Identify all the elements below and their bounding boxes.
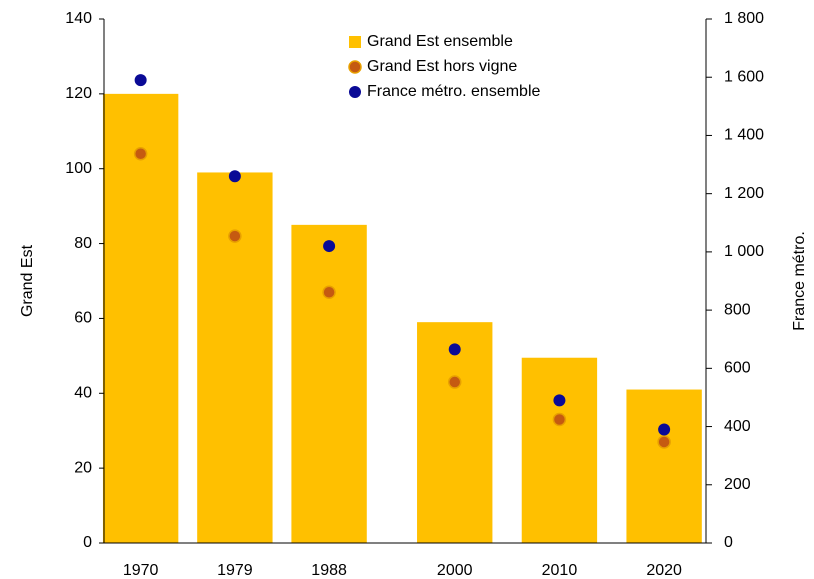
bar — [417, 322, 493, 543]
x-tick-label: 1979 — [217, 562, 253, 579]
dot — [447, 375, 462, 389]
y2-tick-label: 1 400 — [724, 127, 764, 144]
x-tick-label: 1988 — [311, 562, 347, 579]
legend-swatch — [349, 36, 361, 48]
y-tick-label: 120 — [65, 85, 92, 102]
legend-label: Grand Est hors vigne — [367, 58, 517, 75]
y-tick-label: 40 — [74, 385, 92, 402]
legend-swatch — [348, 60, 362, 74]
dot — [228, 170, 241, 183]
y-tick-label: 20 — [74, 459, 92, 476]
dot — [657, 435, 671, 449]
dot — [228, 229, 242, 243]
y-tick-label: 100 — [65, 160, 92, 177]
y-tick-label: 0 — [83, 534, 92, 551]
y-axis-label: Grand Est — [19, 244, 36, 317]
dot — [552, 412, 567, 427]
bar — [291, 224, 367, 543]
dot — [133, 146, 148, 161]
x-tick-label: 2020 — [646, 562, 682, 579]
dot — [448, 343, 461, 356]
y2-axis-label: France métro. — [791, 231, 808, 331]
y-tick-label: 140 — [65, 10, 92, 27]
bar — [626, 389, 702, 543]
y-tick-label: 80 — [74, 235, 92, 252]
y2-tick-label: 200 — [724, 476, 751, 493]
y2-tick-label: 800 — [724, 301, 751, 318]
bar — [102, 93, 179, 543]
legend-swatch — [349, 86, 361, 98]
y2-tick-label: 600 — [724, 360, 751, 377]
legend-label: France métro. ensemble — [367, 83, 541, 100]
x-tick-label: 2010 — [542, 562, 578, 579]
y2-tick-label: 1 800 — [724, 10, 764, 27]
dot — [322, 285, 336, 299]
y2-tick-label: 1 200 — [724, 185, 764, 202]
y-tick-label: 60 — [74, 310, 92, 327]
bar — [521, 357, 598, 543]
dot — [553, 394, 566, 407]
dot — [134, 74, 147, 87]
dot — [658, 423, 671, 436]
x-tick-label: 2000 — [437, 562, 473, 579]
y2-tick-label: 400 — [724, 418, 751, 435]
dot — [323, 240, 336, 253]
x-tick-label: 1970 — [123, 562, 159, 579]
legend-label: Grand Est ensemble — [367, 33, 513, 50]
y2-tick-label: 0 — [724, 534, 733, 551]
y2-tick-label: 1 600 — [724, 68, 764, 85]
bar — [197, 172, 273, 543]
y2-tick-label: 1 000 — [724, 243, 764, 260]
